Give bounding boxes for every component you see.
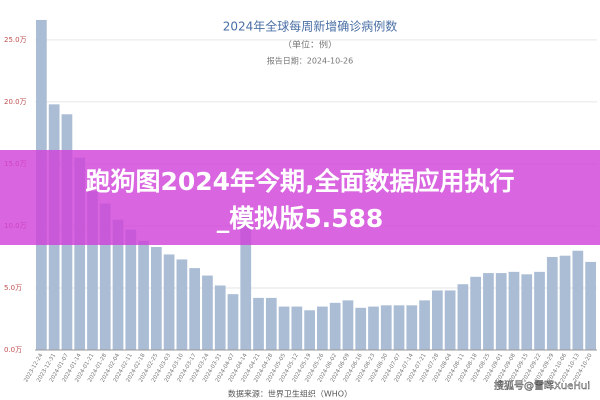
y-tick-label: 5.0万	[4, 284, 22, 292]
y-tick-label: 25.0万	[4, 36, 27, 44]
bar	[176, 259, 188, 350]
bar	[521, 274, 533, 350]
report-date: 报告日期：2024-10-26	[267, 56, 354, 66]
bar	[406, 305, 418, 350]
bar	[355, 307, 367, 350]
bar	[202, 275, 213, 350]
source: 数据来源：世界卫生组织（WHO）	[228, 389, 352, 399]
bar	[419, 300, 430, 350]
watermark: 搜狐号@雪晖XueHui	[494, 379, 590, 392]
bar	[99, 203, 111, 350]
bar	[189, 268, 201, 350]
bar	[163, 254, 175, 350]
bar	[380, 305, 392, 350]
bar	[444, 290, 456, 350]
bar	[534, 271, 545, 350]
banner-line: _模拟版5.588	[217, 204, 384, 233]
bar	[138, 240, 149, 350]
bar	[559, 255, 571, 350]
bar	[265, 297, 277, 350]
y-tick-label: 20.0万	[4, 98, 27, 106]
chart-subtitle: （单位：例）	[283, 39, 337, 51]
bar	[329, 302, 341, 350]
bar	[112, 219, 124, 350]
bar	[304, 310, 315, 350]
bar	[495, 273, 507, 350]
bar	[342, 300, 354, 350]
bar	[214, 285, 226, 350]
bar	[74, 157, 86, 350]
banner-band	[0, 150, 600, 245]
bar	[240, 208, 252, 350]
bar	[317, 306, 328, 350]
bar	[457, 284, 469, 350]
bar	[253, 297, 264, 350]
bar	[125, 229, 137, 350]
bar	[227, 294, 239, 350]
chart-title: 2024年全球每周新增确诊病例数	[223, 19, 398, 34]
bar	[572, 250, 584, 350]
bar	[291, 306, 303, 350]
bar	[470, 276, 482, 350]
bar	[150, 247, 162, 350]
bar	[585, 261, 596, 350]
y-tick-label: 0.0万	[4, 346, 22, 354]
bar	[393, 305, 405, 350]
bar	[431, 290, 443, 350]
bar	[368, 306, 379, 350]
bar	[508, 271, 520, 350]
bar	[87, 191, 98, 350]
banner-line: 跑狗图2024年今期,全面数据应用执行	[85, 167, 514, 196]
bar	[546, 256, 558, 350]
bar	[483, 273, 494, 350]
bar	[278, 306, 290, 350]
